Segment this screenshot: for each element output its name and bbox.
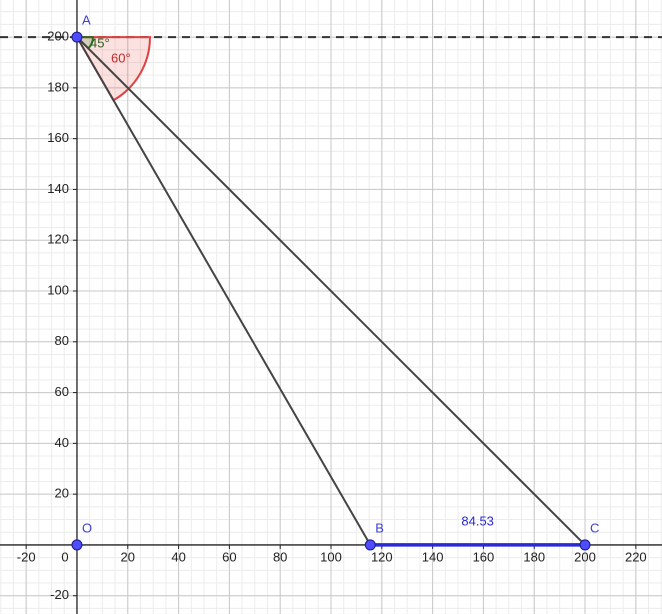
- y-tick-label: 120: [47, 232, 69, 247]
- x-tick-label: 160: [473, 549, 495, 564]
- x-tick-label: 100: [320, 549, 342, 564]
- y-tick-label: 60: [55, 384, 69, 399]
- point-label: C: [590, 520, 599, 535]
- x-tick-label: 140: [422, 549, 444, 564]
- x-tick-label: -20: [17, 549, 36, 564]
- point-label: B: [375, 520, 384, 535]
- y-tick-label: 40: [55, 435, 69, 450]
- point: [71, 31, 83, 43]
- x-tick-label: 220: [625, 549, 647, 564]
- y-tick-label: -20: [50, 587, 69, 602]
- segment-ab: [76, 36, 372, 546]
- point-label: A: [82, 13, 91, 28]
- x-tick-label: 20: [121, 549, 135, 564]
- y-tick-label: 80: [55, 333, 69, 348]
- point: [579, 539, 591, 551]
- point: [364, 539, 376, 551]
- x-tick-label: 40: [171, 549, 185, 564]
- x-tick-label: 120: [371, 549, 393, 564]
- x-tick-label: 200: [574, 549, 596, 564]
- y-tick-label: 180: [47, 79, 69, 94]
- point: [71, 539, 83, 551]
- y-tick-label: 200: [47, 29, 69, 44]
- y-tick-label: 160: [47, 130, 69, 145]
- y-tick-label: 100: [47, 282, 69, 297]
- x-tick-label: 180: [523, 549, 545, 564]
- y-tick-label: 140: [47, 181, 69, 196]
- point-label: O: [82, 520, 92, 535]
- angle-label: 45°: [90, 35, 110, 50]
- x-tick-label: 80: [273, 549, 287, 564]
- angle-60: [75, 36, 151, 102]
- y-tick-label: 20: [55, 486, 69, 501]
- angle-label: 60°: [111, 50, 131, 65]
- length-label: 84.53: [461, 513, 494, 528]
- segment-ac: [76, 36, 586, 546]
- x-tick-label: 0: [61, 549, 68, 564]
- x-tick-label: 60: [222, 549, 236, 564]
